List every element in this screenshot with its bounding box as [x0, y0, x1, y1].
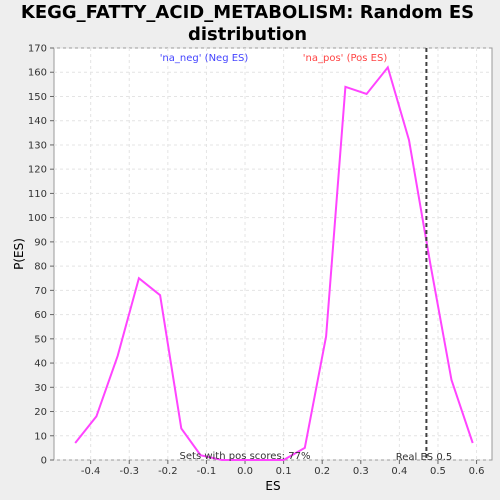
x-axis-label: ES [265, 479, 280, 493]
y-axis-label: P(ES) [12, 238, 26, 270]
grid-lines [54, 47, 492, 461]
x-tick-label: -0.2 [158, 466, 178, 477]
x-tick-label: -0.3 [119, 466, 139, 477]
x-tick-label: 0.6 [469, 466, 485, 477]
x-tick-label: 0.1 [276, 466, 292, 477]
y-tick-label: 30 [34, 383, 47, 394]
real-es-label: Real ES 0.5 [396, 452, 452, 463]
x-tick-label: 0.3 [353, 466, 369, 477]
x-tick-label: -0.1 [197, 466, 217, 477]
y-tick-label: 120 [28, 165, 47, 176]
x-tick-label: -0.4 [81, 466, 101, 477]
y-tick-label: 90 [34, 237, 47, 248]
y-tick-label: 100 [28, 213, 47, 224]
x-tick-label: 0.0 [237, 466, 253, 477]
x-tick-label: 0.5 [430, 466, 446, 477]
y-tick-label: 110 [28, 189, 47, 200]
y-axis: 0 10 20 30 40 50 60 70 80 90 100 110 120 130 140 150 160… [28, 44, 54, 467]
y-tick-label: 60 [34, 310, 47, 321]
y-tick-label: 70 [34, 286, 47, 297]
x-axis: -0.4 -0.3 -0.2 -0.1 0.0 0.1 0.2 0.3 0.4 0.5 0.6 [81, 460, 485, 477]
plot-area [53, 47, 493, 461]
x-tick-label: 0.2 [314, 466, 330, 477]
y-tick-label: 50 [34, 334, 47, 345]
y-tick-label: 10 [34, 431, 47, 442]
y-tick-label: 140 [28, 116, 47, 127]
chart-title: KEGG_FATTY_ACID_METABOLISM: Random ES di… [20, 2, 475, 45]
y-tick-label: 80 [34, 262, 47, 273]
pos-es-label: 'na_pos' (Pos ES) [303, 53, 388, 64]
neg-es-label: 'na_neg' (Neg ES) [160, 53, 249, 64]
y-tick-label: 130 [28, 140, 47, 151]
y-tick-label: 160 [28, 68, 47, 79]
y-tick-label: 170 [28, 44, 47, 55]
y-tick-label: 20 [34, 407, 47, 418]
y-tick-label: 40 [34, 359, 47, 370]
es-distribution-line [74, 65, 474, 461]
y-tick-label: 0 [41, 456, 47, 467]
x-tick-label: 0.4 [391, 466, 407, 477]
y-tick-label: 150 [28, 92, 47, 103]
pos-score-percentage: Sets with pos scores: 77% [180, 451, 311, 462]
